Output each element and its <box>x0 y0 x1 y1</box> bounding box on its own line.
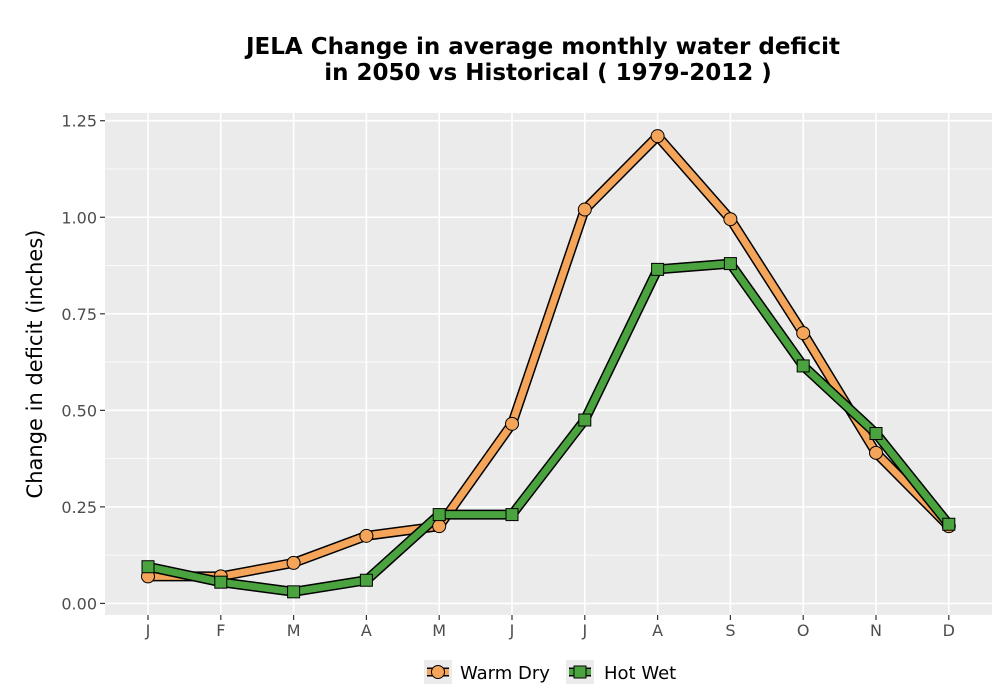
y-tick-label: 1.25 <box>61 112 97 131</box>
y-tick-label: 0.75 <box>61 305 97 324</box>
warm-dry-point <box>505 416 519 431</box>
y-tick-label: 0.50 <box>61 401 97 420</box>
grid-minor <box>105 168 992 556</box>
legend-item-hot-wet: Hot Wet <box>566 660 676 684</box>
hot-wet-point <box>578 413 592 427</box>
series-lines <box>143 131 954 597</box>
y-tick-label: 1.00 <box>61 208 97 227</box>
hot-wet-point <box>214 575 228 589</box>
legend-label: Warm Dry <box>460 663 550 684</box>
warm-dry-point <box>869 445 883 460</box>
chart-title-line-2: in 2050 vs Historical ( 1979-2012 ) <box>324 60 771 86</box>
plot-panel <box>105 113 992 615</box>
hot-wet-line <box>144 260 953 596</box>
x-tick-label: S <box>725 621 735 640</box>
x-tick-label: M <box>287 621 301 640</box>
x-tick-label: A <box>652 621 663 640</box>
warm-dry-point <box>577 202 592 217</box>
warm-dry-line <box>144 132 953 580</box>
hot-wet-point <box>651 262 665 276</box>
hot-wet-point <box>432 508 446 522</box>
warm-dry-point <box>796 326 811 341</box>
x-tick-label: A <box>361 621 372 640</box>
warm-dry-point <box>723 212 738 227</box>
warm-dry-point <box>286 555 301 570</box>
x-tick-label: N <box>870 621 882 640</box>
hot-wet-point <box>942 517 956 531</box>
y-tick-label: 0.00 <box>61 594 97 613</box>
legend-key-marker <box>573 665 587 679</box>
hot-wet-point <box>505 508 519 522</box>
x-tick-label: D <box>943 621 955 640</box>
series-markers <box>141 129 956 599</box>
warm-dry-point <box>432 519 447 534</box>
x-tick-label: J <box>145 621 151 640</box>
warm-dry-point <box>359 528 374 543</box>
hot-wet-point <box>723 257 737 271</box>
series-layer <box>141 129 956 599</box>
hot-wet-point <box>359 573 373 587</box>
y-tick-label: 0.25 <box>61 498 97 517</box>
hot-wet-point <box>141 560 155 574</box>
y-axis-title: Change in deficit (inches) <box>23 230 47 499</box>
legend-label: Hot Wet <box>604 663 676 684</box>
x-tick-label: J <box>581 621 587 640</box>
x-tick-label: O <box>797 621 810 640</box>
hot-wet-point <box>287 585 301 599</box>
x-tick-label: F <box>216 621 225 640</box>
y-axis: 0.00 0.25 0.50 0.75 1.00 1.25 <box>61 112 105 613</box>
legend-key-marker <box>431 665 445 679</box>
legend-item-warm-dry: Warm Dry <box>424 660 550 684</box>
warm-dry-point <box>650 129 665 144</box>
hot-wet-point <box>869 427 883 441</box>
legend: Warm Dry Hot Wet <box>424 660 676 684</box>
hot-wet-point <box>796 359 810 373</box>
x-tick-label: J <box>509 621 515 640</box>
chart-title-line-1: JELA Change in average monthly water def… <box>244 34 840 60</box>
x-tick-label: M <box>432 621 446 640</box>
